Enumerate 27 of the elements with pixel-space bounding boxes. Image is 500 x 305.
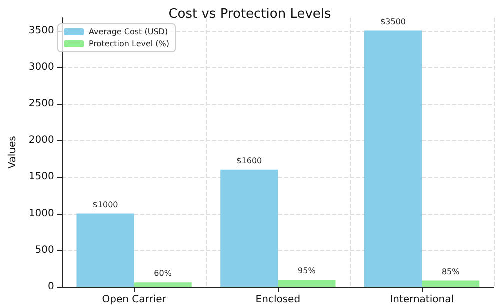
bar	[422, 280, 480, 287]
bar	[220, 170, 278, 287]
y-tick-label: 2500	[28, 98, 54, 110]
legend-label: Average Cost (USD)	[89, 28, 168, 36]
y-tick-label: 3000	[28, 62, 54, 73]
bar	[76, 214, 134, 287]
legend-label: Protection Level (%)	[89, 40, 170, 48]
chart-title: Cost vs Protection Levels	[168, 7, 332, 22]
data-label: $3500	[380, 17, 406, 26]
x-tick-label: Enclosed	[256, 294, 301, 305]
data-label: 85%	[442, 267, 460, 276]
y-tick-label: 2000	[28, 135, 54, 146]
y-tick-label: 3500	[28, 25, 54, 36]
y-tick-label: 0	[48, 282, 54, 292]
bar	[134, 282, 192, 287]
bar	[278, 280, 336, 287]
data-label: $1000	[92, 200, 118, 210]
data-label: 95%	[298, 266, 316, 276]
x-tick-label: International	[390, 294, 454, 305]
y-tick-label: 1500	[28, 172, 54, 183]
y-tick-label: 500	[35, 244, 54, 256]
y-tick-label: 1000	[28, 208, 54, 220]
data-label: 60%	[154, 269, 172, 278]
data-label: $1600	[236, 156, 262, 166]
y-axis-title: Values	[8, 136, 18, 169]
x-tick-label: Open Carrier	[102, 294, 168, 305]
bar	[364, 30, 422, 287]
